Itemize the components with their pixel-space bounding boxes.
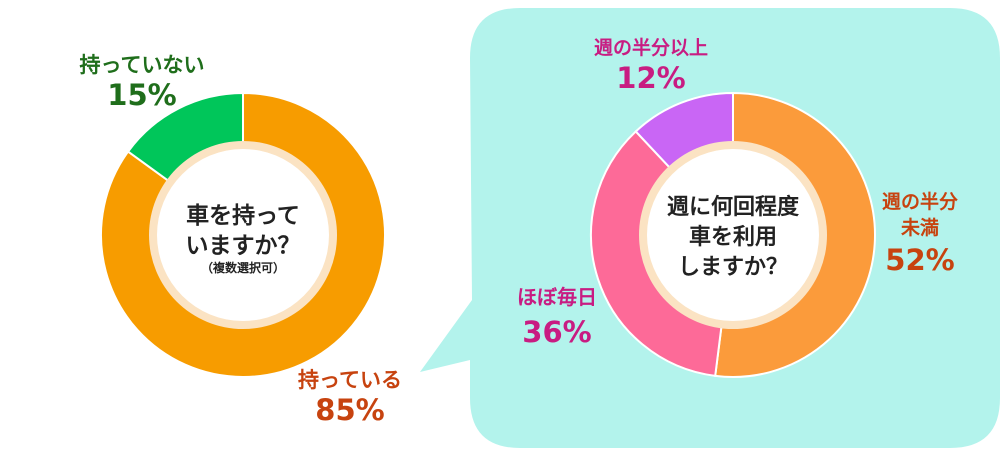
chart-title-line: 車を持って: [186, 203, 300, 229]
slice-label-more-than-half: 週の半分以上: [594, 36, 708, 59]
chart-title-line: しますか？: [678, 255, 788, 280]
slice-value-almost-daily: 36%: [522, 315, 591, 349]
chart-title-line: 週に何回程度: [667, 194, 800, 220]
slice-label-almost-daily: ほぼ毎日: [517, 285, 597, 309]
slice-value-not-owned: 15%: [107, 78, 176, 112]
slice-value-less-than-half: 52%: [885, 243, 954, 277]
chart-subtitle: （複数選択可）: [201, 260, 285, 275]
slice-label-less-than-half-line1: 週の半分: [882, 190, 958, 213]
slice-value-owned: 85%: [315, 393, 384, 427]
chart-title-line: 車を利用: [689, 225, 777, 250]
slice-label-not-owned: 持っていない: [80, 53, 205, 77]
slice-label-owned: 持っている: [298, 368, 402, 392]
chart-title-line: いますか？: [186, 233, 301, 259]
donut-hole: [647, 149, 819, 321]
ownership-donut: 車を持って いますか？ （複数選択可）: [100, 91, 386, 378]
slice-label-less-than-half-line2: 未満: [900, 216, 939, 239]
donut-hole: [157, 149, 329, 321]
usage-frequency-donut: 週に何回程度 車を利用 しますか？: [590, 91, 876, 378]
slice-value-more-than-half: 12%: [616, 61, 685, 95]
